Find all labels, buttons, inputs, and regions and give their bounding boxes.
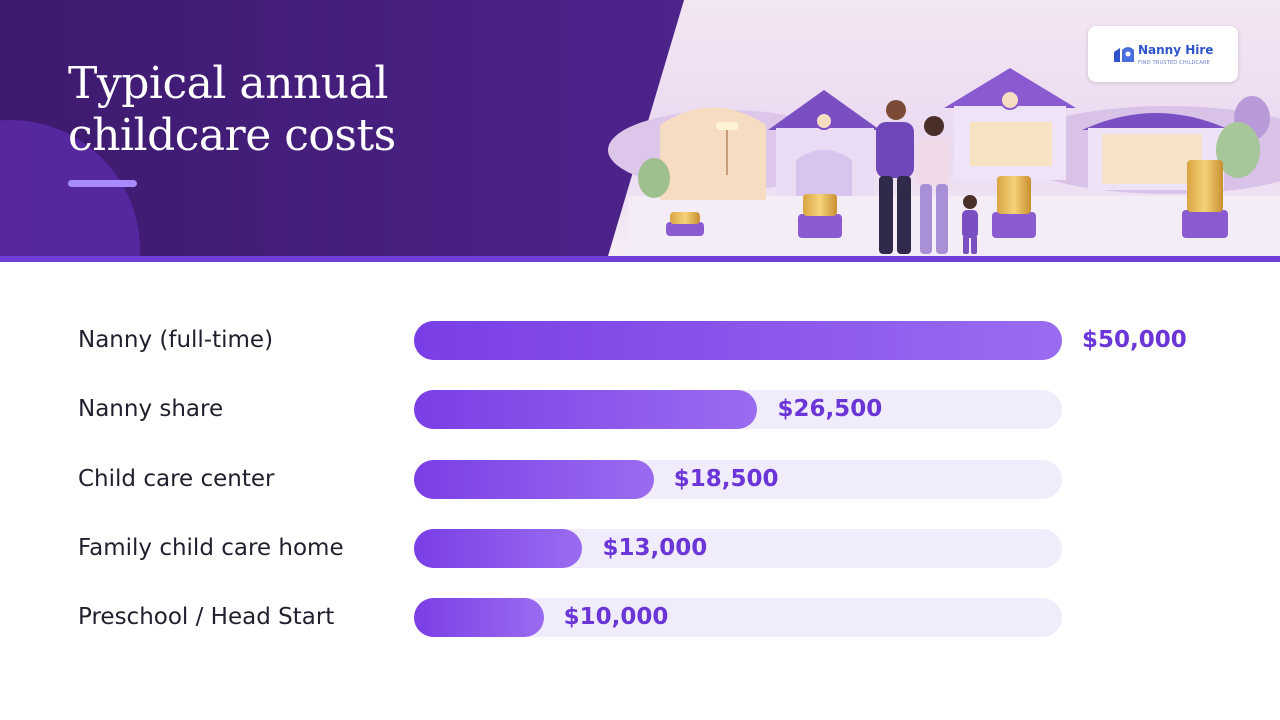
bar-row: Family child care home $13,000 <box>0 529 1280 569</box>
category-label: Nanny share <box>78 396 224 422</box>
category-label: Family child care home <box>78 535 344 561</box>
bar-track <box>414 321 1062 360</box>
category-label: Child care center <box>78 466 275 492</box>
value-label: $10,000 <box>563 604 669 630</box>
cost-bar-chart: Nanny (full-time) $50,000 Nanny share $2… <box>0 262 1280 720</box>
bar <box>414 598 544 637</box>
brand-logo-card[interactable]: Nanny Hire FIND TRUSTED CHILDCARE <box>1088 26 1238 82</box>
bar-track <box>414 529 1062 568</box>
bar <box>414 321 1062 360</box>
bar-row: Preschool / Head Start $10,000 <box>0 598 1280 638</box>
header-banner: Typical annual childcare costs <box>0 0 1280 262</box>
category-label: Nanny (full-time) <box>78 327 274 353</box>
bar <box>414 390 758 429</box>
bar-row: Child care center $18,500 <box>0 460 1280 500</box>
category-label: Preschool / Head Start <box>78 604 335 630</box>
value-label: $26,500 <box>777 396 883 422</box>
family-illustration <box>608 0 1280 256</box>
bar <box>414 529 583 568</box>
brand-name: Nanny Hire <box>1138 43 1214 57</box>
bar-track <box>414 598 1062 637</box>
page-title-line-1: Typical annual <box>68 58 388 109</box>
coin-stack-icon <box>666 212 704 236</box>
value-label: $13,000 <box>602 535 708 561</box>
bar-track <box>414 460 1062 499</box>
family-figures <box>876 100 978 254</box>
nanny-hire-logo-icon <box>1114 47 1134 62</box>
title-underline <box>68 180 137 187</box>
bar-row: Nanny share $26,500 <box>0 390 1280 430</box>
value-label: $18,500 <box>673 466 779 492</box>
value-label: $50,000 <box>1082 327 1187 353</box>
header-divider <box>0 256 1280 262</box>
bar <box>414 460 654 499</box>
page-title: Typical annual childcare costs <box>68 58 488 162</box>
bar-row: Nanny (full-time) $50,000 <box>0 321 1280 361</box>
bar-track <box>414 390 1062 429</box>
page-title-line-2: childcare costs <box>68 110 396 161</box>
brand-tagline: FIND TRUSTED CHILDCARE <box>1138 60 1210 66</box>
